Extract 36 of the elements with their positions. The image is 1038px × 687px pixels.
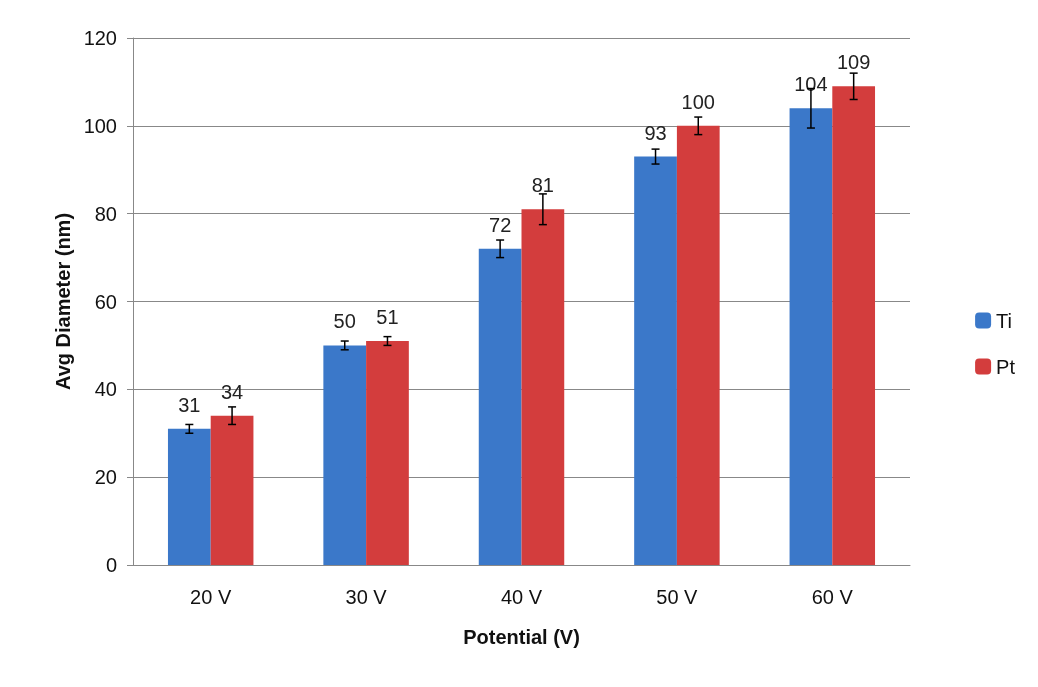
bar (789, 108, 833, 565)
y-axis-title: Avg Diameter (nm) (51, 212, 74, 391)
bar (832, 86, 876, 565)
x-tick-label: 20 V (190, 586, 232, 608)
bar (676, 125, 720, 565)
bar (478, 248, 522, 565)
x-tick-label: 30 V (345, 586, 388, 608)
data-label: 50 (333, 310, 356, 333)
x-tick-label: 40 V (500, 586, 543, 608)
data-label: 34 (220, 380, 244, 403)
data-label: 51 (376, 306, 399, 329)
bar (521, 209, 565, 565)
data-label: 81 (531, 174, 554, 197)
y-tick-label: 100 (83, 114, 117, 137)
data-label: 93 (644, 121, 667, 144)
y-tick-label: 60 (94, 290, 117, 313)
y-tick-label: 0 (105, 554, 117, 576)
bar (366, 341, 409, 565)
bar (323, 345, 367, 565)
data-label: 109 (836, 51, 871, 74)
legend-label: Pt (996, 355, 1016, 378)
data-label: 100 (681, 90, 715, 113)
data-label: 31 (178, 393, 201, 416)
bar (167, 428, 211, 565)
x-tick-label: 50 V (656, 586, 699, 608)
legend-label: Ti (996, 309, 1013, 332)
y-tick-label: 40 (94, 378, 117, 401)
x-axis-title: Potential (V) (463, 626, 580, 648)
data-label: 104 (794, 73, 828, 96)
x-tick-label: 60 V (811, 586, 854, 608)
y-tick-label: 120 (83, 27, 117, 49)
bar (634, 156, 677, 565)
y-tick-label: 20 (94, 466, 117, 489)
data-label: 72 (489, 213, 512, 236)
y-tick-label: 80 (94, 202, 117, 225)
bar (210, 415, 254, 565)
